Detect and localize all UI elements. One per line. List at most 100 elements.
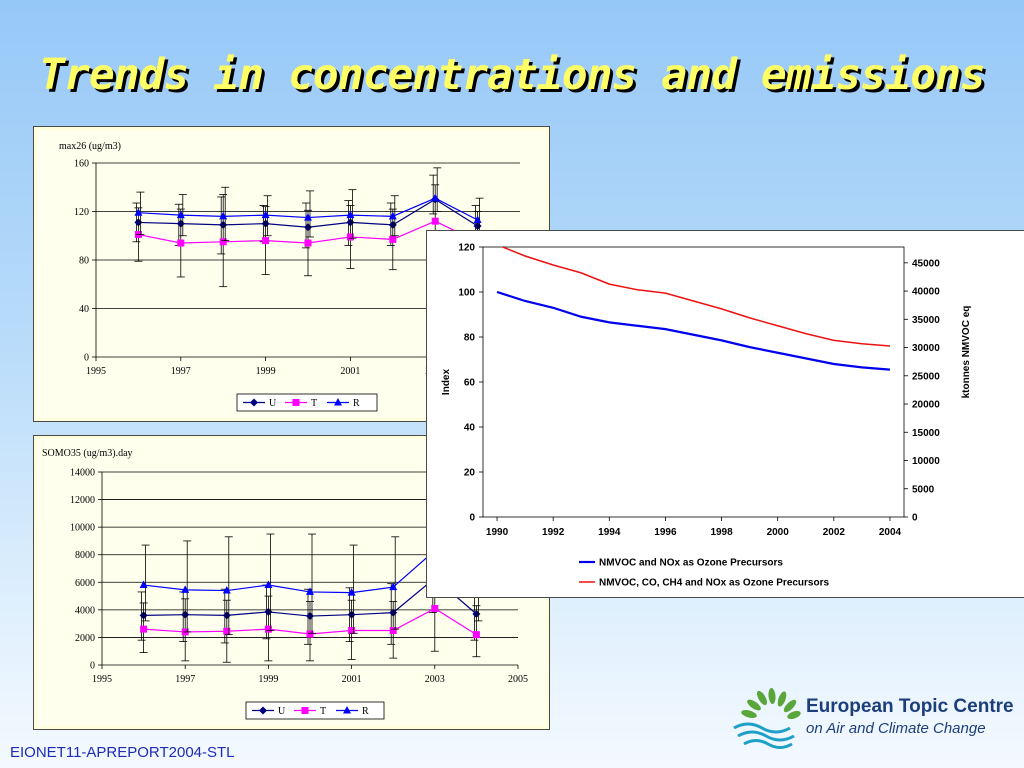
y2-tick-label: 5000 xyxy=(912,484,935,495)
x-tick-label: 2001 xyxy=(342,674,362,685)
data-point xyxy=(181,585,190,593)
sun-leaf-logo-icon xyxy=(733,688,801,749)
y2-tick-label: 40000 xyxy=(912,287,940,298)
data-point xyxy=(219,238,227,246)
y2-tick-label: 30000 xyxy=(912,343,940,354)
data-point xyxy=(223,627,231,635)
y-tick-label: 80 xyxy=(464,333,476,344)
legend-label: U xyxy=(269,398,277,409)
emissions-index-chart-panel: 0 20 40 60 80 100 120 0 5000 10000 15000 20000 25000… xyxy=(426,230,1024,598)
data-point xyxy=(176,210,185,219)
data-point xyxy=(473,215,482,223)
chart-title: SOMO35 (ug/m3).day xyxy=(42,448,133,459)
data-point xyxy=(264,580,273,589)
x-tick-label: 2002 xyxy=(823,527,846,538)
data-point xyxy=(388,211,397,220)
legend-label: NMVOC, CO, CH4 and NOx as Ozone Precurso… xyxy=(599,578,829,589)
data-point xyxy=(389,582,398,591)
x-tick-label: 1995 xyxy=(92,674,112,685)
y-tick-label: 2000 xyxy=(75,633,95,644)
data-point xyxy=(139,580,148,589)
data-point xyxy=(219,211,228,220)
legend-marker xyxy=(292,399,300,406)
y2-tick-label: 15000 xyxy=(912,428,940,439)
data-point xyxy=(431,193,440,202)
data-point xyxy=(348,627,356,635)
y-tick-label: 40 xyxy=(464,423,476,434)
data-point xyxy=(140,625,148,633)
x-tick-label: 1999 xyxy=(256,366,276,377)
x-tick-label: 2004 xyxy=(879,527,902,538)
y2-tick-label: 45000 xyxy=(912,258,940,269)
data-point xyxy=(306,630,314,638)
data-point xyxy=(134,208,143,216)
x-tick-label: 1996 xyxy=(654,527,677,538)
somo35-chart: SOMO35 (ug/m3).day 0 2000 4000 6000 8000 10000… xyxy=(42,448,528,720)
etc-acc-logo: European Topic Centre on Air and Climate… xyxy=(728,684,1014,756)
data-point xyxy=(261,210,270,219)
footer-report-id: EIONET11-APREPORT2004-STL xyxy=(10,744,235,761)
logo-subtitle: on Air and Climate Change xyxy=(806,720,986,737)
legend-box xyxy=(467,551,975,593)
data-point xyxy=(346,210,355,219)
y-tick-label: 0 xyxy=(84,353,89,364)
y2-tick-label: 0 xyxy=(912,513,918,524)
y-tick-label: 4000 xyxy=(75,605,95,616)
y2-tick-label: 10000 xyxy=(912,456,940,467)
y-tick-label: 20 xyxy=(464,468,476,479)
legend-label: R xyxy=(353,398,360,409)
x-tick-label: 1992 xyxy=(542,527,565,538)
data-point xyxy=(262,237,270,245)
data-point xyxy=(304,239,312,247)
y-tick-label: 160 xyxy=(74,159,89,170)
y-tick-label: 120 xyxy=(74,207,89,218)
y-tick-label: 10000 xyxy=(70,523,95,534)
y2-tick-label: 25000 xyxy=(912,371,940,382)
y-tick-label: 100 xyxy=(458,288,475,299)
y-tick-label: 80 xyxy=(79,256,89,267)
y-tick-label: 12000 xyxy=(70,495,95,506)
x-tick-label: 1999 xyxy=(258,674,278,685)
data-point xyxy=(346,233,354,241)
series-line-1 xyxy=(500,247,891,347)
data-point xyxy=(222,586,231,594)
series-line-0 xyxy=(496,290,891,371)
data-point xyxy=(472,631,480,639)
data-point xyxy=(389,627,397,635)
x-tick-label: 2003 xyxy=(425,674,445,685)
y-tick-label: 0 xyxy=(469,513,475,524)
data-point xyxy=(389,235,397,243)
y-tick-label: 0 xyxy=(90,661,95,672)
logo-title: European Topic Centre xyxy=(806,696,1014,717)
legend-marker xyxy=(343,706,351,714)
x-tick-label: 1995 xyxy=(86,366,106,377)
legend-marker xyxy=(301,707,309,714)
y-tick-label: 6000 xyxy=(75,578,95,589)
data-point xyxy=(347,588,356,596)
x-tick-label: 2005 xyxy=(508,674,528,685)
legend: NMVOC and NOx as Ozone Precursors NMVOC, … xyxy=(467,551,975,593)
slide-title: Trends in concentrations and emissions xyxy=(39,50,986,100)
data-point xyxy=(304,213,312,221)
plot-area xyxy=(482,246,905,518)
x-tick-label: 1998 xyxy=(710,527,733,538)
y-tick-label: 14000 xyxy=(70,468,95,479)
data-point xyxy=(431,217,439,225)
y-tick-label: 120 xyxy=(458,243,475,254)
data-point xyxy=(177,239,185,247)
chart-title: max26 (ug/m3) xyxy=(59,141,121,152)
y-tick-label: 60 xyxy=(464,378,476,389)
x-tick-label: 1990 xyxy=(486,527,509,538)
legend-marker xyxy=(259,706,267,715)
y2-axis-label: ktonnes NMVOC eq xyxy=(961,306,972,399)
x-tick-label: 1994 xyxy=(598,527,621,538)
emissions-index-chart: 0 20 40 60 80 100 120 0 5000 10000 15000 20000 25000… xyxy=(441,243,975,593)
x-tick-label: 2001 xyxy=(340,366,360,377)
data-point xyxy=(431,604,439,612)
data-point xyxy=(264,625,272,633)
legend-label: T xyxy=(311,398,317,409)
legend-label: NMVOC and NOx as Ozone Precursors xyxy=(599,558,783,569)
x-tick-label: 1997 xyxy=(175,674,195,685)
